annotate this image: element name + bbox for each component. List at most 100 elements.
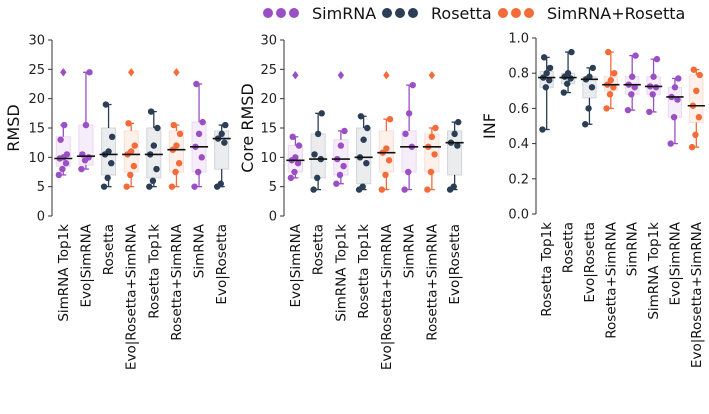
data-point	[108, 133, 116, 140]
data-point	[357, 113, 365, 120]
category-label: Rosetta Top1k	[146, 224, 162, 319]
legend-marker-dot	[408, 8, 418, 18]
category-label: Evo|Rosetta	[214, 224, 230, 305]
data-point	[696, 71, 703, 79]
data-point	[589, 64, 597, 72]
data-point	[198, 154, 205, 161]
data-point	[199, 118, 206, 126]
y-tick-label: 20	[260, 92, 277, 107]
box-simrna: SimRNA	[400, 81, 419, 278]
box-iqr	[401, 130, 417, 173]
y-tick-label: 0	[37, 210, 45, 225]
box-rosetta-top1k: Rosetta Top1k	[538, 54, 556, 317]
outlier-marker	[292, 71, 299, 80]
y-tick-label: 1.0	[508, 32, 529, 47]
y-tick-label: 30	[260, 34, 277, 49]
box-rosetta-simrna: Rosetta+SimRNA	[422, 71, 441, 341]
data-point	[62, 160, 70, 167]
box-evo-simrna: Evo|SimRNA	[286, 71, 305, 308]
data-point	[650, 73, 657, 80]
data-point	[385, 157, 393, 164]
y-tick-label: 0.4	[508, 137, 529, 152]
data-point	[294, 160, 302, 167]
category-label: Evo|SimRNA	[667, 221, 683, 305]
legend: SimRNA Rosetta SimRNA+Rosetta	[263, 4, 685, 23]
box-rosetta-top1k: Rosetta Top1k	[354, 113, 373, 319]
data-point	[543, 70, 550, 77]
y-tick-label: 10	[28, 151, 45, 166]
data-point	[581, 121, 589, 128]
data-point	[295, 142, 303, 149]
data-point	[539, 126, 546, 133]
box-simrna-top1k: SimRNA Top1k	[644, 55, 663, 320]
data-point	[340, 162, 347, 170]
data-point	[585, 105, 592, 112]
data-point	[605, 48, 612, 56]
data-point	[382, 171, 389, 179]
data-point	[688, 143, 696, 151]
data-point	[170, 121, 177, 129]
y-tick-label: 30	[28, 34, 45, 49]
data-point	[127, 171, 134, 179]
data-point	[292, 154, 299, 161]
data-point	[314, 174, 321, 182]
data-point	[653, 55, 661, 63]
box-evo-rosetta: Evo|Rosetta	[580, 64, 599, 303]
data-point	[667, 140, 674, 147]
data-point	[86, 69, 93, 76]
data-point	[606, 91, 614, 98]
box-iqr	[667, 86, 683, 118]
data-point	[405, 110, 413, 117]
box-rosetta-simrna: Rosetta+SimRNA	[602, 48, 620, 339]
category-label: Rosetta	[311, 224, 327, 275]
data-point	[402, 130, 409, 138]
data-point	[82, 121, 90, 129]
data-point	[628, 91, 635, 98]
data-point	[311, 151, 318, 158]
y-axis-label: INF	[480, 113, 499, 139]
category-label: Evo|Rosetta+SimRNA	[689, 221, 705, 368]
data-point	[401, 186, 408, 193]
data-point	[217, 180, 224, 187]
category-label: SimRNA Top1k	[333, 224, 349, 322]
chart-panel-1: 0 5 10 15 20 25 30 RMSD SimRNA Top1k Evo|SimRNA Ro…	[4, 34, 231, 370]
category-label: Rosetta Top1k	[539, 222, 555, 317]
y-tick-label: 15	[260, 122, 277, 137]
data-point	[359, 183, 366, 190]
data-point	[59, 165, 66, 173]
data-point	[172, 168, 179, 176]
legend-label: Rosetta	[431, 4, 492, 23]
data-point	[195, 130, 203, 138]
data-point	[123, 183, 130, 190]
data-point	[588, 84, 596, 91]
category-label: Evo|Rosetta	[582, 222, 598, 303]
data-point	[222, 121, 229, 129]
data-point	[363, 160, 370, 167]
data-point	[176, 130, 184, 138]
data-point	[191, 183, 198, 190]
data-point	[150, 142, 158, 149]
data-point	[675, 75, 682, 82]
data-point	[130, 162, 138, 170]
data-point	[131, 142, 138, 149]
y-tick-label: 0.0	[508, 208, 529, 223]
data-point	[378, 186, 386, 193]
y-axis-label: RMSD	[4, 104, 23, 151]
data-point	[154, 124, 161, 132]
data-point	[586, 73, 593, 80]
data-point	[428, 133, 436, 140]
data-point	[631, 84, 638, 91]
data-point	[454, 142, 461, 149]
data-point	[649, 91, 656, 98]
data-point	[383, 145, 390, 152]
data-point	[632, 52, 639, 59]
data-point	[55, 171, 63, 179]
category-label: SimRNA	[402, 223, 418, 278]
legend-marker-dot	[382, 8, 392, 18]
data-point	[85, 154, 92, 161]
y-tick-label: 5	[37, 180, 45, 195]
y-tick-label: 10	[260, 151, 277, 166]
outlier-marker	[60, 68, 67, 77]
y-tick-label: 0.2	[508, 172, 529, 187]
data-point	[564, 80, 571, 87]
